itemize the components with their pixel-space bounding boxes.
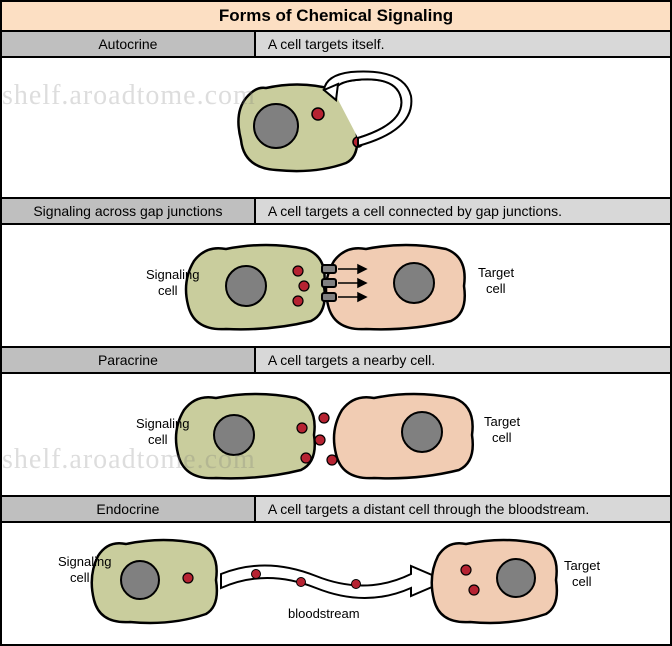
desc-gap: A cell targets a cell connected by gap j… — [256, 199, 670, 223]
diagram-autocrine: shelf.aroadtome.com — [2, 58, 670, 199]
endo-right-label-2: cell — [572, 574, 592, 589]
endo-right-label-1: Target — [564, 558, 601, 573]
diagram-gap: Signaling cell Target cell — [2, 225, 670, 348]
endo-left-label-1: Signaling — [58, 554, 112, 569]
autocrine-svg — [206, 68, 466, 188]
endo-left-label-2: cell — [70, 570, 90, 585]
label-endocrine: Endocrine — [2, 497, 256, 521]
table-title: Forms of Chemical Signaling — [2, 2, 670, 32]
label-gap: Signaling across gap junctions — [2, 199, 256, 223]
row-header-gap: Signaling across gap junctions A cell ta… — [2, 199, 670, 225]
diagram-endocrine: Signaling cell Target cell bloodstream — [2, 523, 670, 644]
gap-svg: Signaling cell Target cell — [106, 231, 566, 341]
para-right-label-2: cell — [492, 430, 512, 445]
gap-left-label-1: Signaling — [146, 267, 200, 282]
row-header-endocrine: Endocrine A cell targets a distant cell … — [2, 497, 670, 523]
diagram-paracrine: shelf.aroadtome.com Signaling cell Targe… — [2, 374, 670, 497]
desc-autocrine: A cell targets itself. — [256, 32, 670, 56]
label-autocrine: Autocrine — [2, 32, 256, 56]
desc-endocrine: A cell targets a distant cell through th… — [256, 497, 670, 521]
label-paracrine: Paracrine — [2, 348, 256, 372]
bloodstream-label: bloodstream — [288, 606, 360, 621]
gap-left-label-2: cell — [158, 283, 178, 298]
para-right-label-1: Target — [484, 414, 521, 429]
gap-right-label-2: cell — [486, 281, 506, 296]
signaling-table: Forms of Chemical Signaling Autocrine A … — [0, 0, 672, 646]
paracrine-svg: Signaling cell Target cell — [106, 380, 566, 490]
para-left-label-1: Signaling — [136, 416, 190, 431]
para-left-label-2: cell — [148, 432, 168, 447]
gap-right-label-1: Target — [478, 265, 515, 280]
row-header-paracrine: Paracrine A cell targets a nearby cell. — [2, 348, 670, 374]
row-header-autocrine: Autocrine A cell targets itself. — [2, 32, 670, 58]
desc-paracrine: A cell targets a nearby cell. — [256, 348, 670, 372]
endocrine-svg: Signaling cell Target cell bloodstream — [56, 526, 616, 641]
